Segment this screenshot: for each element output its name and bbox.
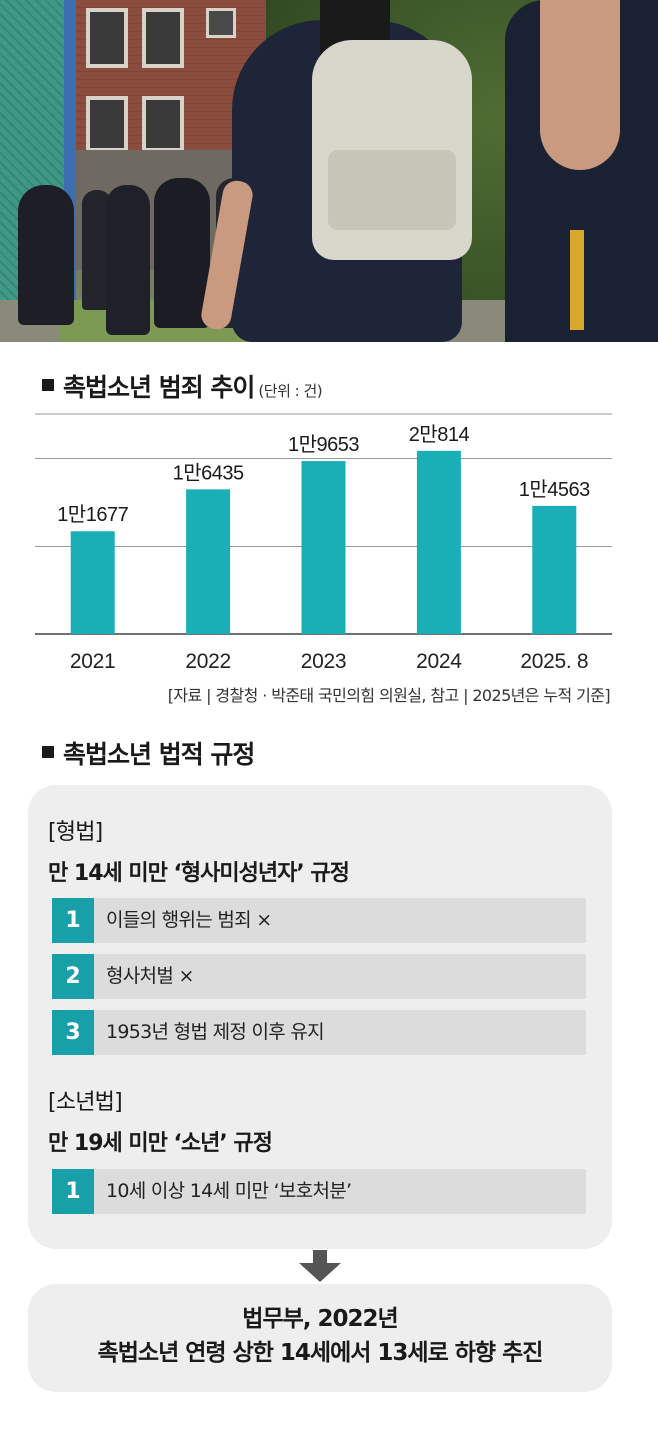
item-number-badge: 2	[52, 954, 94, 999]
bar	[70, 531, 115, 634]
item-text: 형사처벌 ×	[106, 965, 194, 987]
juvenile-law-name: [소년법]	[48, 1090, 123, 1115]
legal-section-title: 촉법소년 법적 규정	[42, 735, 255, 771]
x-tick-label: 2022	[185, 650, 231, 673]
chart-source-note: [자료 | 경찰청 · 박준태 국민의힘 의원실, 참고 | 2025년은 누적…	[167, 686, 611, 705]
item-text: 1953년 형법 제정 이후 유지	[106, 1021, 325, 1043]
item-text: 이들의 행위는 범죄 ×	[106, 909, 272, 931]
bar	[416, 450, 461, 634]
criminal-law-rule: 만 14세 미만 ‘형사미성년자’ 규정	[48, 861, 350, 886]
x-tick-label: 2024	[416, 650, 462, 673]
data-label: 2만814	[409, 423, 470, 446]
data-label: 1만9653	[288, 433, 359, 456]
square-bullet-icon	[42, 746, 54, 758]
juvenile-law-rule: 만 19세 미만 ‘소년’ 규정	[48, 1131, 273, 1156]
data-label: 1만4563	[519, 478, 590, 501]
down-arrow-icon	[299, 1250, 341, 1282]
bar	[301, 461, 346, 634]
bar-chart: 1만1677 2021 1만6435 2022 1만9653 2023 2만814 2024 1…	[35, 413, 612, 673]
data-label: 1만6435	[173, 461, 244, 484]
square-bullet-icon	[42, 379, 54, 391]
item-number-badge: 1	[52, 1169, 94, 1214]
legal-title: 촉법소년 법적 규정	[63, 740, 255, 769]
conclusion-box: 법무부, 2022년 촉법소년 연령 상한 14세에서 13세로 하향 추진	[28, 1284, 612, 1392]
chart-unit: (단위 : 건)	[258, 382, 323, 400]
header-photo	[0, 0, 658, 342]
chart-section-title: 촉법소년 범죄 추이 (단위 : 건)	[42, 368, 323, 404]
criminal-law-item-1: 1 이들의 행위는 범죄 ×	[52, 898, 586, 943]
criminal-law-item-3: 3 1953년 형법 제정 이후 유지	[52, 1010, 586, 1055]
data-label: 1만1677	[57, 503, 128, 526]
conclusion-line-1: 법무부, 2022년	[242, 1306, 398, 1332]
item-number-badge: 3	[52, 1010, 94, 1055]
item-text: 10세 이상 14세 미만 ‘보호처분’	[106, 1180, 352, 1202]
x-tick-label: 2023	[301, 650, 347, 673]
juvenile-law-item-1: 1 10세 이상 14세 미만 ‘보호처분’	[52, 1169, 586, 1214]
bar	[532, 505, 577, 634]
chart-title: 촉법소년 범죄 추이	[63, 373, 255, 402]
x-tick-label: 2021	[70, 650, 116, 673]
criminal-law-name: [형법]	[48, 820, 103, 845]
x-tick-label: 2025. 8	[520, 650, 588, 673]
conclusion-line-2: 촉법소년 연령 상한 14세에서 13세로 하향 추진	[97, 1340, 544, 1366]
criminal-law-item-2: 2 형사처벌 ×	[52, 954, 586, 999]
item-number-badge: 1	[52, 898, 94, 943]
bar	[186, 489, 231, 634]
